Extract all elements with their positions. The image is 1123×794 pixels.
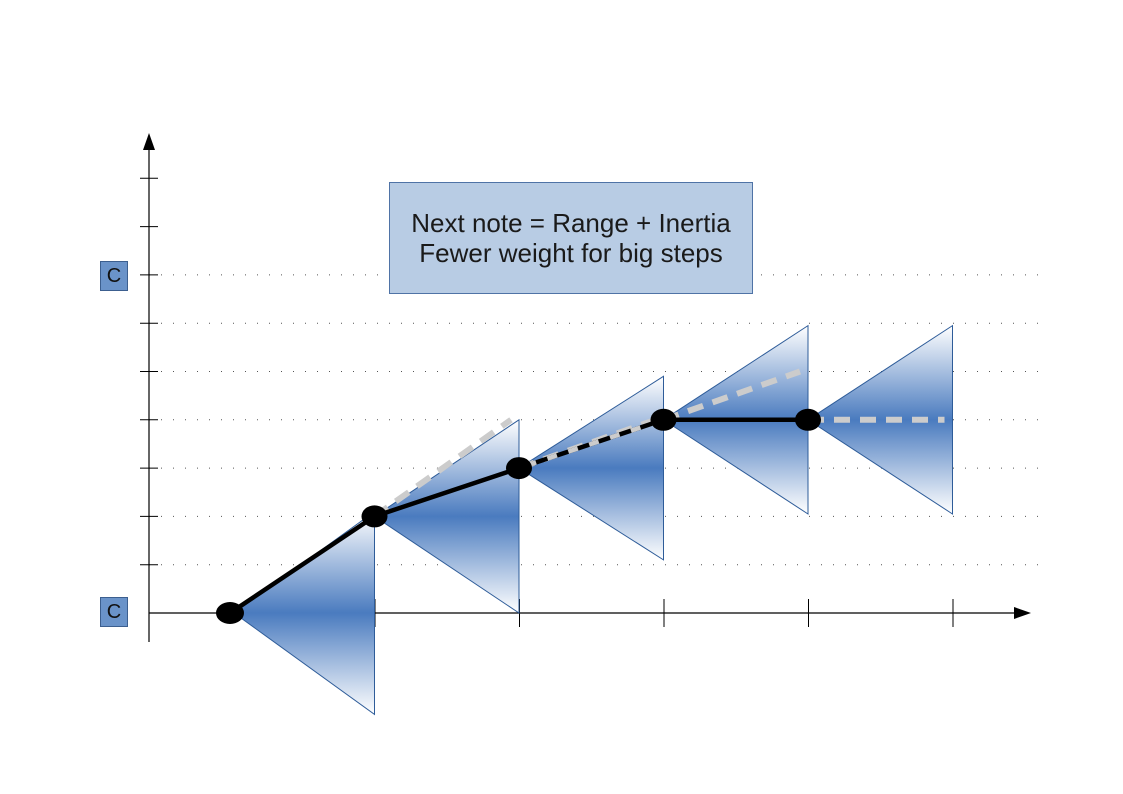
x-axis-arrow-icon	[1014, 607, 1031, 619]
top-note-label: C	[100, 261, 128, 291]
range-fan	[233, 510, 375, 716]
melody-inertia-overlay	[518, 417, 665, 471]
range-fans	[233, 324, 953, 716]
caption-line-2: Fewer weight for big steps	[419, 238, 723, 268]
note-node-icon	[795, 408, 821, 431]
caption-line-1: Next note = Range + Inertia	[411, 208, 731, 238]
note-node-icon	[361, 505, 388, 528]
range-fan	[518, 375, 664, 561]
inertia-line	[372, 417, 513, 519]
range-fan	[807, 324, 953, 515]
bottom-note-label: C	[100, 597, 128, 627]
note-node-icon	[650, 408, 677, 431]
note-node-icon	[216, 602, 244, 624]
range-fan	[373, 418, 520, 614]
inertia-lines	[372, 368, 945, 519]
note-node-icon	[506, 457, 532, 480]
y-axis-arrow-icon	[143, 133, 155, 150]
note-nodes	[216, 408, 821, 624]
caption-box: Next note = Range + Inertia Fewer weight…	[389, 182, 753, 294]
